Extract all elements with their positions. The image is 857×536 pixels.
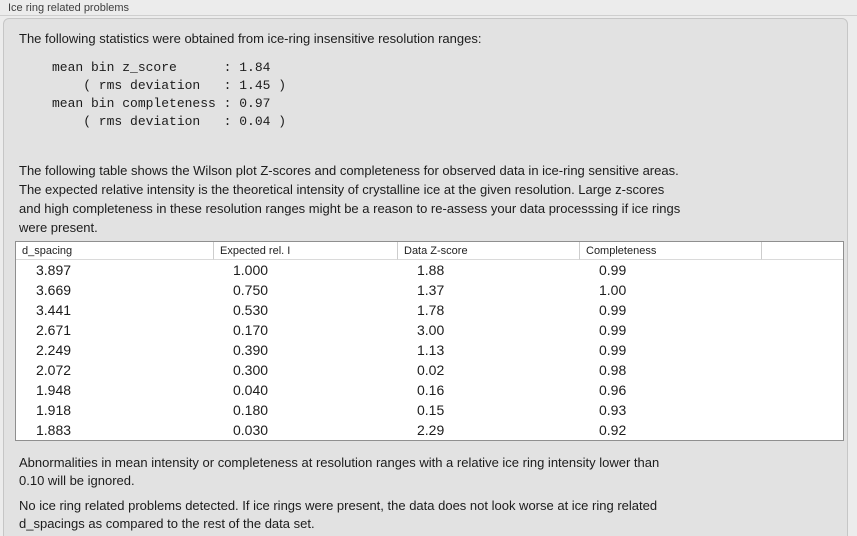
table-cell-spacer [761, 400, 843, 420]
table-row[interactable]: 3.441 0.530 1.78 0.99 [16, 300, 843, 320]
table-cell: 0.040 [233, 382, 269, 398]
column-header-d-spacing[interactable]: d_spacing [16, 242, 213, 260]
table-cell: 3.441 [36, 302, 72, 318]
summary-stats: mean bin z_score : 1.84 ( rms deviation … [52, 60, 287, 129]
table-cell: 1.00 [599, 282, 627, 298]
table-cell: 1.88 [417, 262, 445, 278]
table-cell: 0.180 [233, 402, 269, 418]
table-cell-spacer [761, 260, 843, 280]
table-row[interactable]: 3.669 0.750 1.37 1.00 [16, 280, 843, 300]
table-cell: 2.072 [36, 362, 72, 378]
table-cell: 1.918 [36, 402, 72, 418]
table-row[interactable]: 1.883 0.030 2.29 0.92 [16, 420, 843, 440]
table-row[interactable]: 2.671 0.170 3.00 0.99 [16, 320, 843, 340]
report-panel: The following statistics were obtained f… [3, 18, 848, 536]
table-cell-spacer [761, 280, 843, 300]
table-row[interactable]: 1.948 0.040 0.16 0.96 [16, 380, 843, 400]
intro-text: The following statistics were obtained f… [19, 31, 482, 46]
table-cell: 0.92 [599, 422, 627, 438]
table-cell: 0.93 [599, 402, 627, 418]
table-cell: 1.948 [36, 382, 72, 398]
ice-ring-table: d_spacing Expected rel. I Data Z-score C… [15, 241, 844, 441]
table-cell: 1.883 [36, 422, 72, 438]
table-cell: 3.00 [417, 322, 445, 338]
table-cell: 0.96 [599, 382, 627, 398]
table-cell: 1.000 [233, 262, 269, 278]
table-cell: 0.390 [233, 342, 269, 358]
table-cell: 3.669 [36, 282, 72, 298]
section-header: Ice ring related problems [0, 0, 857, 16]
column-header-expected-rel-i[interactable]: Expected rel. I [213, 242, 397, 260]
table-cell: 0.16 [417, 382, 445, 398]
table-row[interactable]: 1.918 0.180 0.15 0.93 [16, 400, 843, 420]
table-cell: 0.99 [599, 322, 627, 338]
column-header-data-z-score[interactable]: Data Z-score [397, 242, 579, 260]
table-cell: 0.530 [233, 302, 269, 318]
table-cell-spacer [761, 380, 843, 400]
table-body: 3.897 1.000 1.88 0.99 3.669 0.750 1.37 1.00 3.44… [16, 260, 843, 440]
table-header-row: d_spacing Expected rel. I Data Z-score C… [16, 242, 843, 260]
table-row[interactable]: 2.249 0.390 1.13 0.99 [16, 340, 843, 360]
table-cell: 0.300 [233, 362, 269, 378]
conclusion-text: No ice ring related problems detected. I… [19, 498, 658, 531]
table-description: The following table shows the Wilson plo… [19, 163, 681, 235]
table-cell: 0.99 [599, 342, 627, 358]
table-cell: 3.897 [36, 262, 72, 278]
table-cell: 0.02 [417, 362, 445, 378]
ignore-note: Abnormalities in mean intensity or compl… [19, 455, 660, 488]
table-row[interactable]: 2.072 0.300 0.02 0.98 [16, 360, 843, 380]
table-cell: 0.750 [233, 282, 269, 298]
table-cell-spacer [761, 320, 843, 340]
table-cell: 2.671 [36, 322, 72, 338]
table-cell-spacer [761, 360, 843, 380]
table-cell: 0.170 [233, 322, 269, 338]
table-cell-spacer [761, 420, 843, 440]
table-cell: 0.15 [417, 402, 445, 418]
table-row[interactable]: 3.897 1.000 1.88 0.99 [16, 260, 843, 280]
table-cell: 0.99 [599, 262, 627, 278]
table-cell: 1.78 [417, 302, 445, 318]
table-cell: 1.37 [417, 282, 445, 298]
table-cell: 0.98 [599, 362, 627, 378]
column-header-completeness[interactable]: Completeness [579, 242, 761, 260]
table-cell-spacer [761, 340, 843, 360]
column-header-spacer [761, 242, 843, 260]
table-cell: 1.13 [417, 342, 445, 358]
section-title: Ice ring related problems [8, 2, 130, 14]
table-cell: 2.29 [417, 422, 445, 438]
table-cell: 2.249 [36, 342, 72, 358]
table-cell: 0.99 [599, 302, 627, 318]
table-cell-spacer [761, 300, 843, 320]
table-cell: 0.030 [233, 422, 269, 438]
